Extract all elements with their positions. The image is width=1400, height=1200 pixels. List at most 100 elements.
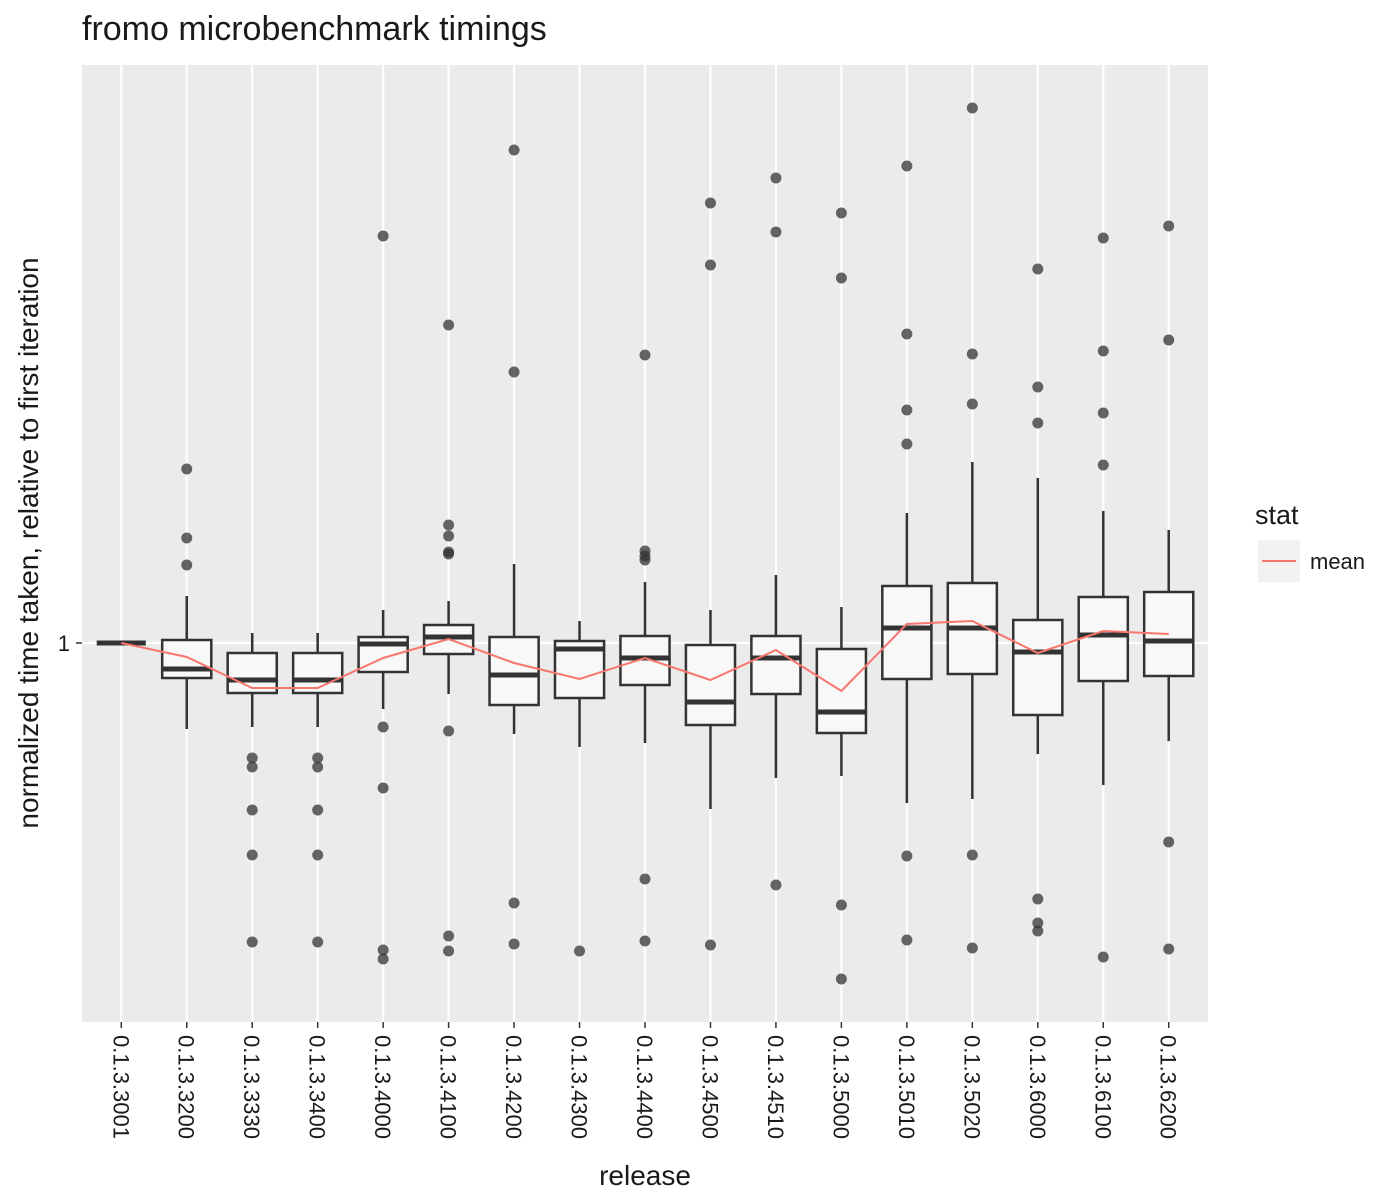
x-tick-label: 0.1.3.6100	[1090, 1035, 1115, 1139]
x-tick-label: 0.1.3.4400	[632, 1035, 657, 1139]
outlier	[246, 761, 258, 773]
outlier	[1097, 345, 1109, 357]
outlier	[443, 945, 455, 957]
outlier	[246, 936, 258, 948]
box	[160, 638, 213, 680]
outlier	[1032, 417, 1044, 429]
outlier	[1097, 407, 1109, 419]
outlier	[966, 942, 978, 954]
outlier	[639, 554, 651, 566]
outlier	[639, 935, 651, 947]
legend-title: stat	[1255, 500, 1299, 530]
x-tick-label: 0.1.3.3330	[239, 1035, 264, 1139]
outlier	[181, 532, 193, 544]
outlier	[1032, 381, 1044, 393]
outlier	[966, 102, 978, 114]
outlier	[835, 973, 847, 985]
x-tick-label: 0.1.3.4000	[370, 1035, 395, 1139]
outlier	[574, 945, 586, 957]
outlier	[508, 938, 520, 950]
outlier	[1163, 220, 1175, 232]
x-tick-label: 0.1.3.3200	[174, 1035, 199, 1139]
x-tick-label: 0.1.3.5000	[828, 1035, 853, 1139]
outlier	[443, 530, 455, 542]
outlier	[1163, 334, 1175, 346]
x-tick-label: 0.1.3.5020	[959, 1035, 984, 1139]
outlier	[901, 160, 913, 172]
outlier	[508, 897, 520, 909]
box	[488, 635, 540, 707]
outlier	[639, 873, 651, 885]
box	[226, 651, 279, 695]
outlier	[704, 259, 716, 271]
outlier	[377, 953, 389, 965]
outlier	[1032, 263, 1044, 275]
x-tick-label: 0.1.3.5010	[894, 1035, 919, 1139]
x-tick-label: 0.1.3.3400	[305, 1035, 330, 1139]
x-tick-label: 0.1.3.4200	[501, 1035, 526, 1139]
outlier	[835, 899, 847, 911]
x-tick-label: 0.1.3.3001	[108, 1035, 133, 1139]
outlier	[704, 939, 716, 951]
outlier	[312, 849, 324, 861]
box	[750, 634, 802, 696]
box	[1077, 595, 1130, 683]
box	[1011, 618, 1064, 717]
x-tick-label: 0.1.3.4500	[697, 1035, 722, 1139]
outlier	[835, 207, 847, 219]
y-tick-label: 1	[58, 631, 70, 656]
outlier	[312, 752, 324, 764]
outlier	[966, 398, 978, 410]
outlier	[508, 366, 520, 378]
outlier	[901, 850, 913, 862]
y-axis-label: normalized time taken, relative to first…	[13, 257, 44, 828]
outlier	[966, 348, 978, 360]
x-tick-label: 0.1.3.4510	[763, 1035, 788, 1139]
outlier	[704, 197, 716, 209]
outlier	[508, 144, 520, 156]
outlier	[966, 849, 978, 861]
x-tick-label: 0.1.3.4300	[567, 1035, 592, 1139]
outlier	[246, 752, 258, 764]
outlier	[312, 804, 324, 816]
outlier	[312, 761, 324, 773]
outlier	[770, 879, 782, 891]
box	[291, 651, 344, 695]
outlier	[443, 930, 455, 942]
x-tick-label: 0.1.3.6000	[1025, 1035, 1050, 1139]
outlier	[377, 721, 389, 733]
chart-title: fromo microbenchmark timings	[82, 10, 547, 48]
outlier	[181, 463, 193, 475]
outlier	[901, 328, 913, 340]
outlier	[1032, 917, 1044, 929]
outlier	[377, 782, 389, 794]
outlier	[1032, 893, 1044, 905]
outlier	[443, 725, 455, 737]
box	[881, 584, 933, 681]
outlier	[443, 519, 455, 531]
outlier	[377, 230, 389, 242]
outlier	[901, 404, 913, 416]
outlier	[1163, 836, 1175, 848]
outlier	[835, 272, 847, 284]
outlier	[1032, 925, 1044, 937]
outlier	[770, 172, 782, 184]
outlier	[1097, 459, 1109, 471]
outlier	[246, 849, 258, 861]
outlier	[377, 944, 389, 956]
outlier	[443, 548, 455, 560]
x-tick-label: 0.1.3.6200	[1156, 1035, 1181, 1139]
mean-line	[121, 619, 1169, 693]
outlier	[901, 438, 913, 450]
legend-label: mean	[1310, 549, 1365, 574]
outlier	[639, 349, 651, 361]
outlier	[770, 226, 782, 238]
outlier	[443, 319, 455, 331]
outlier	[1163, 943, 1175, 955]
x-axis-label: release	[599, 1160, 691, 1191]
outlier	[246, 804, 258, 816]
outlier	[901, 934, 913, 946]
box	[684, 643, 737, 727]
x-tick-label: 0.1.3.4100	[436, 1035, 461, 1139]
outlier	[1097, 232, 1109, 244]
